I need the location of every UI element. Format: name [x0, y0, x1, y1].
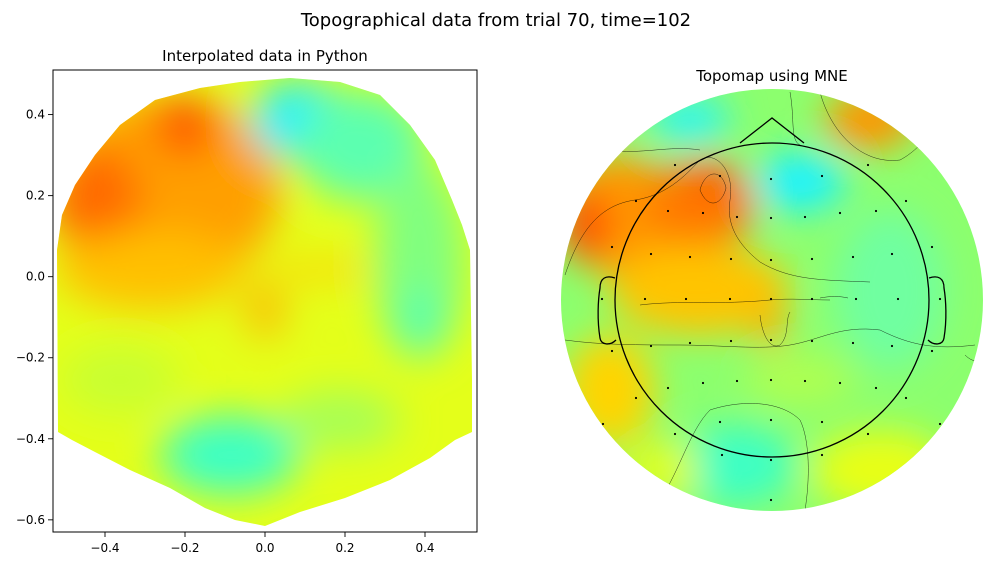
right-ear-icon	[927, 276, 947, 345]
electrode-dot	[728, 297, 732, 301]
electrode-dot	[769, 258, 773, 262]
electrode-dot	[938, 422, 942, 426]
figure-title: Topographical data from trial 70, time=1…	[300, 10, 691, 31]
right-panel: Topomap using MNE	[561, 67, 983, 511]
electrode-dot	[803, 379, 807, 383]
electrode-dot	[890, 344, 894, 348]
y-tick-label: 0.4	[26, 108, 45, 122]
electrode-dot	[810, 257, 814, 261]
electrode-dot	[729, 339, 733, 343]
left-x-ticks: −0.4 −0.2 0.0 0.2 0.4	[90, 532, 435, 555]
electrode-dot	[718, 420, 722, 424]
electrode-dot	[769, 498, 773, 502]
electrode-dot	[874, 386, 878, 390]
electrode-dot	[866, 163, 870, 167]
electrode-dot	[874, 209, 878, 213]
electrode-dot	[610, 349, 614, 353]
electrode-dot	[803, 215, 807, 219]
electrode-dot	[838, 381, 842, 385]
electrode-dot	[769, 418, 773, 422]
electrode-dot	[720, 453, 724, 457]
electrode-dot	[600, 297, 604, 301]
y-tick-label: −0.6	[16, 513, 45, 527]
left-panel-title: Interpolated data in Python	[162, 47, 368, 65]
nose-icon	[739, 117, 805, 144]
y-tick-label: 0.2	[26, 189, 45, 203]
electrode-dot	[634, 396, 638, 400]
x-tick-label: −0.2	[170, 541, 199, 555]
electrode-dot	[701, 211, 705, 215]
electrode-dot	[820, 420, 824, 424]
electrode-dot	[735, 215, 739, 219]
electrode-dot	[820, 174, 824, 178]
electrode-dot	[666, 386, 670, 390]
left-heatmap	[57, 78, 472, 526]
electrode-dot	[890, 252, 894, 256]
electrode-dot	[729, 257, 733, 261]
electrode-dot	[838, 211, 842, 215]
electrode-dot	[810, 297, 814, 301]
y-tick-label: 0.0	[26, 270, 45, 284]
electrode-dot	[896, 297, 900, 301]
electrode-dot	[904, 396, 908, 400]
head-circle	[614, 142, 930, 458]
electrode-dot	[673, 432, 677, 436]
x-tick-label: −0.4	[90, 541, 119, 555]
electrode-dot	[851, 255, 855, 259]
electrode-dot	[810, 339, 814, 343]
electrode-dot	[769, 216, 773, 220]
electrode-dot	[930, 245, 934, 249]
electrode-dot	[854, 297, 858, 301]
electrode-dot	[866, 432, 870, 436]
head-outline	[597, 117, 947, 458]
electrode-dot	[684, 297, 688, 301]
left-ear-icon	[597, 276, 617, 345]
electrode-dot	[820, 453, 824, 457]
x-tick-label: 0.4	[415, 541, 434, 555]
electrode-dot	[610, 245, 614, 249]
electrode-dot	[688, 341, 692, 345]
electrode-dot	[938, 297, 942, 301]
y-tick-label: −0.2	[16, 351, 45, 365]
electrode-dot	[769, 378, 773, 382]
electrode-dot	[601, 422, 605, 426]
left-y-ticks: −0.6 −0.4 −0.2 0.0 0.2 0.4	[16, 108, 53, 527]
electrode-dot	[735, 379, 739, 383]
electrode-dot	[673, 163, 677, 167]
electrode-dot	[643, 297, 647, 301]
y-tick-label: −0.4	[16, 432, 45, 446]
electrode-dot	[649, 344, 653, 348]
x-tick-label: 0.2	[335, 541, 354, 555]
electrode-dot	[666, 209, 670, 213]
electrode-dot	[930, 349, 934, 353]
right-panel-title: Topomap using MNE	[695, 67, 848, 85]
electrode-dot	[769, 297, 773, 301]
electrode-dot	[718, 174, 722, 178]
electrode-dot	[649, 252, 653, 256]
left-panel: Interpolated data in Python −0	[16, 47, 478, 555]
right-topomap	[561, 89, 983, 511]
electrode-dot	[688, 255, 692, 259]
electrode-dot	[701, 381, 705, 385]
electrode-markers	[600, 163, 942, 502]
electrode-dot	[769, 177, 773, 181]
electrode-dot	[904, 199, 908, 203]
electrode-dot	[769, 458, 773, 462]
electrode-dot	[769, 338, 773, 342]
x-tick-label: 0.0	[255, 541, 274, 555]
electrode-dot	[851, 341, 855, 345]
electrode-dot	[634, 199, 638, 203]
